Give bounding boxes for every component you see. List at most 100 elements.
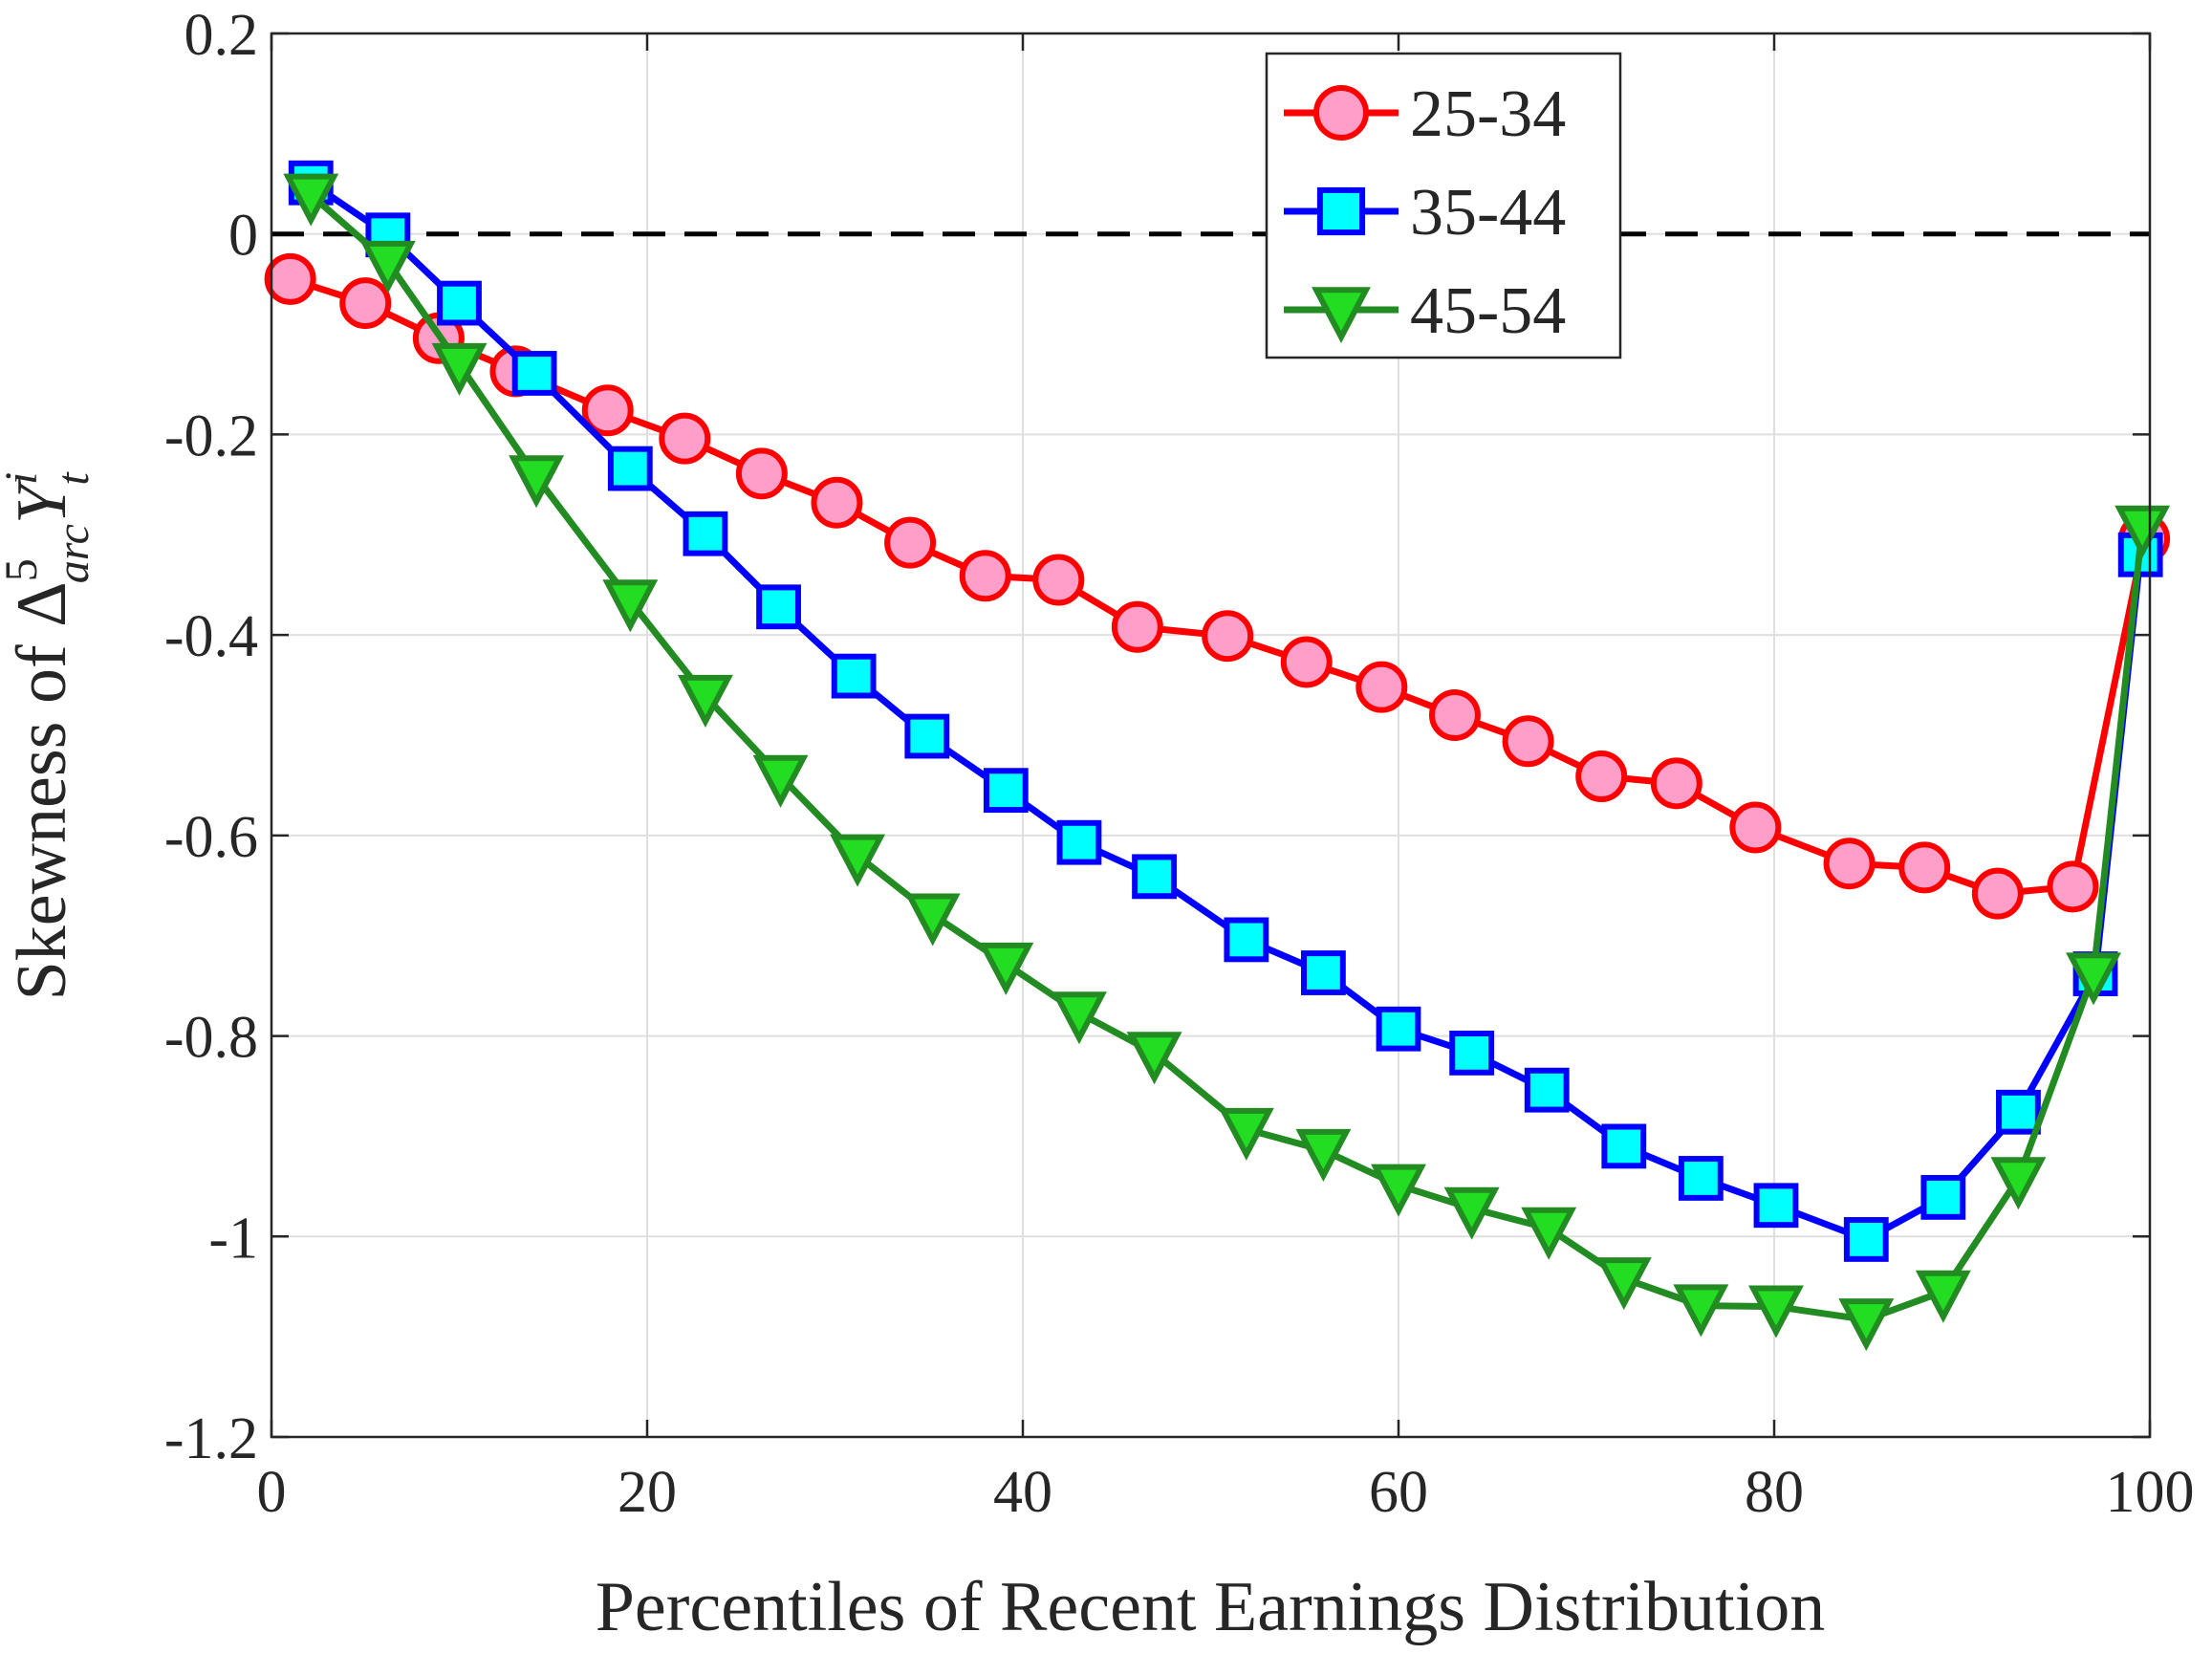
legend-marker (1313, 85, 1369, 141)
data-point (830, 834, 886, 887)
data-point (1524, 1067, 1570, 1113)
data-point (1823, 838, 1876, 890)
data-point (1132, 854, 1177, 900)
data-point (1224, 917, 1269, 963)
data-point (359, 240, 416, 294)
data-point (1747, 1285, 1804, 1338)
data-point (511, 351, 557, 396)
data-point (659, 412, 711, 465)
data-point (811, 476, 863, 529)
data-point (437, 280, 482, 326)
data-point (1595, 1257, 1652, 1311)
data-point (1295, 1128, 1352, 1182)
y-label-sub: arc (48, 524, 98, 583)
data-point (1521, 1207, 1577, 1260)
data-point (677, 674, 733, 728)
y-tick-label: -1.2 (164, 1406, 258, 1471)
data-point (1996, 1089, 2041, 1135)
x-axis-label: Percentiles of Recent Earnings Distribut… (596, 1568, 1825, 1646)
y-label-text: Skewness of (3, 627, 81, 1001)
data-point (1650, 757, 1702, 810)
data-point (2114, 505, 2171, 558)
data-point (1355, 661, 1408, 713)
data-point (581, 384, 634, 437)
data-point (683, 511, 728, 556)
plot-area (271, 33, 2150, 1437)
data-point (1601, 1123, 1647, 1169)
data-point (904, 713, 950, 759)
y-label-var: Y (3, 478, 81, 524)
data-point (831, 653, 877, 699)
data-point (1218, 1107, 1274, 1161)
data-point (983, 768, 1029, 814)
data-point (2066, 952, 2122, 1006)
x-tick-label: 40 (993, 1460, 1052, 1525)
data-point (752, 754, 809, 808)
data-point (1838, 1298, 1895, 1352)
legend-label: 25-34 (1410, 77, 1566, 151)
x-tick-label: 0 (257, 1460, 287, 1525)
data-point (1126, 1032, 1182, 1085)
data-point (1056, 819, 1102, 865)
y-axis-label: Skewness of Δ5arcYit (0, 471, 98, 1001)
y-label-sup: 5 (0, 558, 47, 581)
data-point (978, 942, 1034, 995)
data-point (1202, 610, 1254, 663)
data-point (339, 277, 392, 330)
y-tick-label: -0.4 (164, 604, 258, 669)
y-label-delta: Δ (3, 581, 81, 627)
legend-marker (1312, 287, 1371, 344)
data-point (1443, 1186, 1500, 1240)
data-point (1915, 1270, 1971, 1323)
data-point (1920, 1174, 1966, 1220)
data-point (1843, 1217, 1889, 1262)
data-point (1502, 715, 1554, 768)
x-tick-label: 100 (2106, 1460, 2195, 1525)
data-point (904, 893, 961, 947)
x-tick-label: 80 (1745, 1460, 1804, 1525)
y-label-var-sup: i (0, 472, 47, 485)
y-tick-label: -0.2 (164, 403, 258, 468)
data-point (1990, 1157, 2047, 1210)
data-point (1111, 600, 1163, 653)
data-point (1051, 991, 1107, 1045)
x-tick-label: 60 (1369, 1460, 1428, 1525)
data-point (1575, 750, 1628, 802)
y-tick-label: 0.2 (184, 3, 259, 68)
data-point (1280, 636, 1333, 688)
data-point (283, 173, 339, 227)
legend-marker (1316, 186, 1366, 236)
data-point (1898, 841, 1951, 894)
y-label-var-sub: t (48, 471, 98, 486)
data-point (959, 550, 1011, 602)
data-point (1449, 1030, 1495, 1076)
data-point (607, 446, 653, 491)
x-tick-label: 20 (618, 1460, 677, 1525)
data-point (264, 252, 316, 305)
data-point (1032, 554, 1085, 606)
legend-label: 35-44 (1410, 176, 1566, 250)
y-tick-label: 0 (228, 204, 258, 269)
data-point (1371, 1164, 1426, 1217)
data-point (884, 516, 937, 569)
data-point (602, 579, 659, 633)
data-point (756, 584, 801, 630)
data-point (509, 455, 565, 509)
data-point (431, 342, 488, 396)
data-point (1428, 689, 1481, 742)
data-point (1678, 1156, 1724, 1201)
data-point (1673, 1284, 1729, 1338)
y-tick-label: -0.6 (164, 805, 258, 870)
data-point (1971, 867, 2024, 920)
y-tick-label: -0.8 (164, 1006, 258, 1071)
legend-label: 45-54 (1410, 274, 1566, 348)
data-point (1301, 950, 1346, 995)
plot-frame (270, 32, 2152, 1439)
data-point (1376, 1006, 1421, 1052)
data-point (1729, 801, 1782, 854)
data-point (735, 447, 788, 500)
y-tick-label: -1 (208, 1206, 258, 1271)
data-point (1753, 1183, 1799, 1229)
data-point (2047, 860, 2099, 913)
